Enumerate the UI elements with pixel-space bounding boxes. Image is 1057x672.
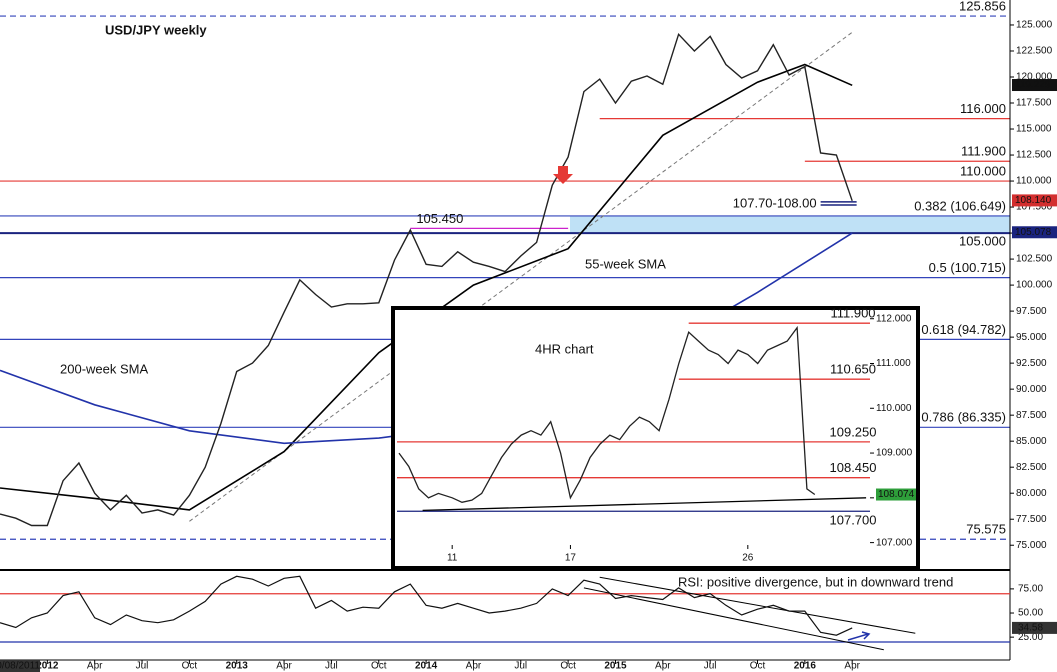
inset-y-tick-label: 110.000	[876, 403, 912, 414]
price-tag-label: 108.074	[878, 489, 915, 500]
x-tick-label: Jul	[704, 661, 717, 672]
level-label: 0.382 (106.649)	[914, 198, 1006, 213]
x-tick-label: 2015	[604, 661, 627, 672]
rsi-channel	[599, 576, 916, 634]
trendline	[189, 31, 853, 522]
price-line	[0, 32, 853, 527]
level-label: 0.5 (100.715)	[929, 260, 1006, 275]
y-tick-label: 115.000	[1016, 124, 1052, 135]
level-label: 0.618 (94.782)	[921, 322, 1006, 337]
y-tick-label: 107.500	[1016, 202, 1053, 213]
price-tag	[1012, 621, 1057, 634]
inset-level-label: 111.900	[830, 306, 875, 321]
y-tick-label: 87.500	[1016, 410, 1047, 421]
y-tick-label: 95.000	[1016, 332, 1047, 343]
annotation: 200-week SMA	[60, 361, 148, 376]
x-tick-label: Oct	[371, 661, 387, 672]
level-label: 110.000	[960, 163, 1006, 178]
rsi-line	[0, 575, 853, 636]
y-tick-label: 77.500	[1016, 514, 1047, 525]
price-tag-label: 105.078	[1015, 227, 1052, 238]
y-tick-label: 102.500	[1016, 254, 1053, 265]
x-tick-label: Jul	[325, 661, 338, 672]
y-tick-label: 112.500	[1016, 150, 1052, 161]
x-tick-label: Jul	[514, 661, 527, 672]
y-tick-label: 120.000	[1016, 72, 1053, 83]
level-label: 105.000	[959, 234, 1006, 249]
cursor-label-bg	[0, 660, 40, 672]
inset-y-tick-label: 107.000	[876, 537, 913, 548]
annotation: 55-week SMA	[585, 256, 666, 271]
inset-x-tick-label: 11	[447, 553, 458, 564]
x-tick-label: Oct	[750, 661, 766, 672]
x-tick-label: 2014	[415, 661, 438, 672]
inset-frame	[391, 306, 920, 570]
inset-title: 4HR chart	[535, 341, 594, 356]
y-tick-label: 75.000	[1016, 540, 1047, 551]
x-tick-label: Apr	[87, 661, 103, 672]
rsi-y-tick-label: 50.00	[1018, 608, 1043, 619]
x-tick-label: Jul	[136, 661, 149, 672]
inset-y-tick-label: 112.000	[876, 313, 912, 324]
inset-y-tick-label: 111.000	[876, 358, 911, 369]
y-tick-label: 122.500	[1016, 46, 1053, 57]
chart-title: USD/JPY weekly	[105, 22, 207, 37]
inset-x-tick-label: 17	[565, 553, 577, 564]
zone-label: 107.70-108.00	[733, 195, 817, 210]
arrow	[553, 166, 573, 184]
x-tick-label: Oct	[182, 661, 198, 672]
price-tag-label: 34.58	[1018, 623, 1043, 634]
level-label: 116.000	[960, 101, 1006, 116]
y-tick-label: 100.000	[1016, 280, 1053, 291]
level-label: 125.856	[959, 0, 1006, 14]
x-tick-label: 2013	[226, 661, 249, 672]
y-tick-label: 117.500	[1016, 98, 1052, 109]
sma-line	[0, 63, 853, 511]
y-tick-label: 80.000	[1016, 488, 1047, 499]
price-tag	[1012, 79, 1057, 92]
support-band	[570, 215, 1010, 234]
x-tick-label: Oct	[560, 661, 576, 672]
rsi-y-tick-label: 25.00	[1018, 632, 1043, 643]
price-tag	[1012, 194, 1057, 207]
inset-price-line	[398, 325, 816, 503]
level-label: 75.575	[966, 522, 1006, 537]
inset-x-tick-label: 26	[742, 553, 754, 564]
inset-level-label: 109.250	[830, 424, 877, 439]
rsi-title: RSI: positive divergence, but in downwar…	[678, 574, 953, 589]
cursor-label: 0/08/2011	[0, 661, 40, 672]
rsi-y-tick-label: 75.00	[1018, 584, 1043, 595]
price-tag-label: 119.229	[1015, 80, 1051, 91]
price-tag	[876, 488, 916, 501]
x-tick-label: 2016	[794, 661, 817, 672]
y-tick-label: 110.000	[1016, 176, 1052, 187]
inset-level-label: 108.450	[830, 460, 877, 475]
level-label: 0.786 (86.335)	[921, 410, 1006, 425]
price-tag	[1012, 226, 1057, 239]
inset-level-label: 110.650	[830, 362, 876, 377]
y-tick-label: 92.500	[1016, 358, 1047, 369]
inset-trendline	[422, 497, 867, 512]
price-tag-label: 108.140	[1015, 195, 1052, 206]
y-tick-label: 97.500	[1016, 306, 1047, 317]
rsi-arrow	[847, 631, 871, 641]
level-label: 111.900	[961, 144, 1006, 159]
inset-level-label: 107.700	[830, 513, 877, 528]
y-tick-label: 125.000	[1016, 20, 1053, 31]
x-tick-label: Apr	[276, 661, 292, 672]
y-tick-label: 90.000	[1016, 384, 1047, 395]
axis-area	[1010, 0, 1057, 672]
y-tick-label: 82.500	[1016, 462, 1047, 473]
level-label: 105.450	[416, 211, 463, 226]
y-tick-label: 85.000	[1016, 436, 1047, 447]
x-tick-label: Apr	[466, 661, 482, 672]
x-tick-label: Apr	[844, 661, 860, 672]
x-tick-label: Apr	[655, 661, 671, 672]
inset-y-tick-label: 109.000	[876, 448, 913, 459]
rsi-channel	[583, 587, 884, 651]
x-tick-label: 2012	[36, 661, 59, 672]
